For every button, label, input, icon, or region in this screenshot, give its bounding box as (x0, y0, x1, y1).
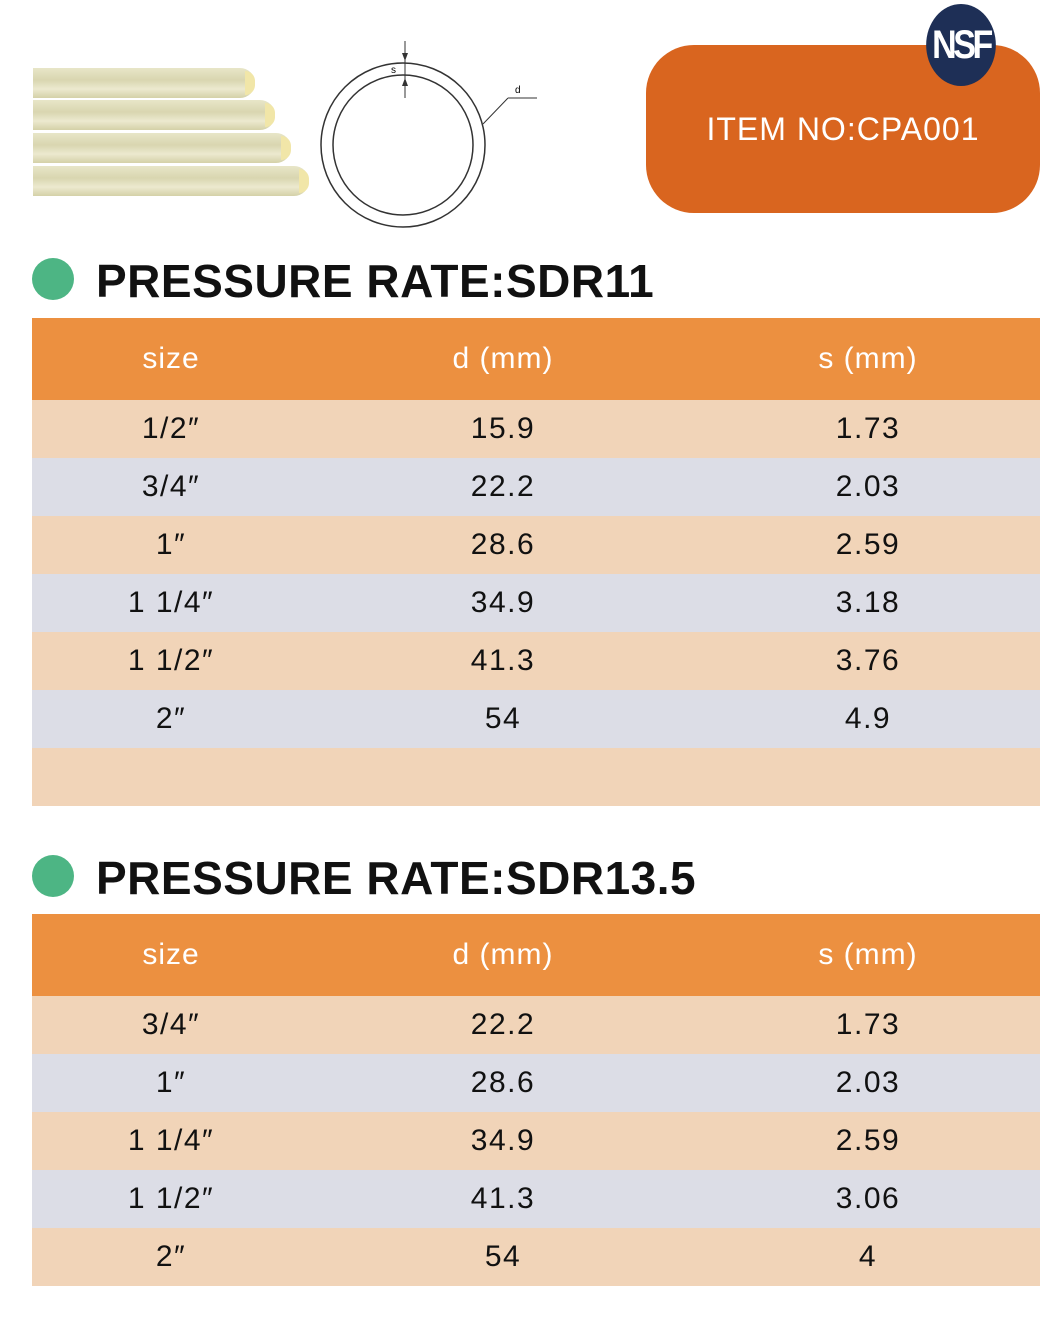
table-cell: 1″ (32, 1054, 310, 1112)
pipe-cross-section-diagram: s d (320, 41, 537, 228)
table-cell: 54 (310, 1228, 696, 1286)
column-header: d (mm) (310, 318, 696, 400)
table-row (32, 748, 1040, 806)
bullet-icon (32, 258, 74, 300)
table-cell: 34.9 (310, 1112, 696, 1170)
column-header: s (mm) (696, 318, 1040, 400)
table-cell: 34.9 (310, 574, 696, 632)
table-cell (696, 748, 1040, 806)
column-header: s (mm) (696, 914, 1040, 996)
table-cell: 41.3 (310, 1170, 696, 1228)
column-header: d (mm) (310, 914, 696, 996)
table-row: 1/2″ 15.9 1.73 (32, 400, 1040, 458)
table-row: 1″ 28.6 2.03 (32, 1054, 1040, 1112)
table-cell: 22.2 (310, 996, 696, 1054)
table-cell (310, 748, 696, 806)
table-cell: 2″ (32, 690, 310, 748)
table-cell: 1.73 (696, 400, 1040, 458)
section-title-sdr11: PRESSURE RATE:SDR11 (96, 255, 655, 307)
table-row: 1 1/4″ 34.9 2.59 (32, 1112, 1040, 1170)
table-cell: 3.06 (696, 1170, 1040, 1228)
table-header-row: size d (mm) s (mm) (32, 914, 1040, 996)
table-cell: 22.2 (310, 458, 696, 516)
table-row: 1 1/2″ 41.3 3.76 (32, 632, 1040, 690)
table-cell: 3/4″ (32, 458, 310, 516)
table-cell: 1″ (32, 516, 310, 574)
wall-thickness-label: s (391, 65, 396, 76)
table-cell: 54 (310, 690, 696, 748)
table-cell: 4 (696, 1228, 1040, 1286)
table-row: 1″ 28.6 2.59 (32, 516, 1040, 574)
section-title-sdr13-5: PRESSURE RATE:SDR13.5 (96, 852, 697, 904)
column-header: size (32, 914, 310, 996)
table-cell: 15.9 (310, 400, 696, 458)
table-cell: 3.76 (696, 632, 1040, 690)
table-cell: 3/4″ (32, 996, 310, 1054)
spec-table-sdr11: size d (mm) s (mm) 1/2″ 15.9 1.73 3/4″ 22.2 2.03… (32, 318, 1040, 806)
table-header-row: size d (mm) s (mm) (32, 318, 1040, 400)
table-row: 3/4″ 22.2 2.03 (32, 458, 1040, 516)
table-cell: 4.9 (696, 690, 1040, 748)
table-cell (32, 748, 310, 806)
table-row: 2″ 54 4 (32, 1228, 1040, 1286)
column-header: size (32, 318, 310, 400)
table-cell: 2.59 (696, 1112, 1040, 1170)
table-cell: 1/2″ (32, 400, 310, 458)
table-cell: 1 1/2″ (32, 632, 310, 690)
table-row: 1 1/2″ 41.3 3.06 (32, 1170, 1040, 1228)
bullet-icon (32, 855, 74, 897)
table-cell: 1 1/4″ (32, 574, 310, 632)
table-cell: 1 1/4″ (32, 1112, 310, 1170)
table-row: 2″ 54 4.9 (32, 690, 1040, 748)
table-cell: 28.6 (310, 516, 696, 574)
table-cell: 41.3 (310, 632, 696, 690)
table-row: 3/4″ 22.2 1.73 (32, 996, 1040, 1054)
nsf-logo: NSF (926, 4, 996, 86)
table-cell: 1.73 (696, 996, 1040, 1054)
table-cell: 2.03 (696, 1054, 1040, 1112)
table-cell: 2″ (32, 1228, 310, 1286)
table-cell: 1 1/2″ (32, 1170, 310, 1228)
spec-table-sdr13-5: size d (mm) s (mm) 3/4″ 22.2 1.73 1″ 28.6 2.03 1 … (32, 914, 1040, 1286)
table-cell: 2.03 (696, 458, 1040, 516)
table-row: 1 1/4″ 34.9 3.18 (32, 574, 1040, 632)
table-cell: 28.6 (310, 1054, 696, 1112)
table-cell: 2.59 (696, 516, 1040, 574)
diameter-label: d (515, 85, 521, 96)
table-cell: 3.18 (696, 574, 1040, 632)
